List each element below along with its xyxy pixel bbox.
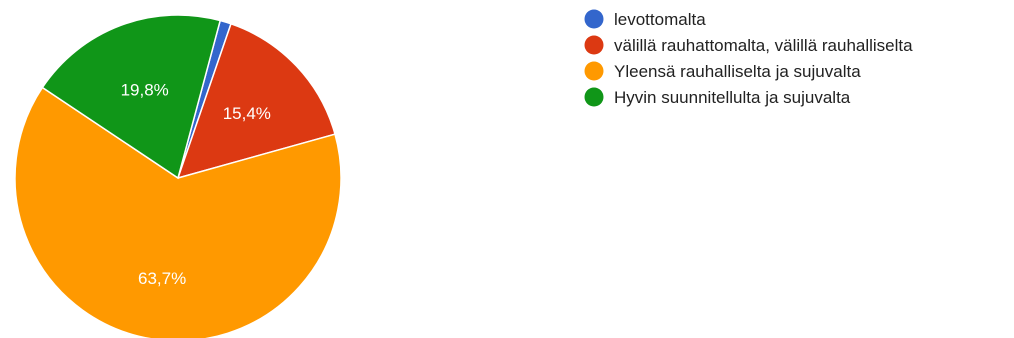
pie-slice-1 (176, 22, 336, 180)
pie-slice-label-3: 19,8% (121, 81, 169, 100)
legend-marker-3 (584, 87, 604, 107)
pie-slice-2 (14, 86, 342, 338)
pie-slice-label-1: 15,4% (223, 104, 271, 123)
legend-label-0: levottomalta (614, 10, 706, 29)
legend-marker-0 (584, 9, 604, 29)
pie-slice-3 (41, 14, 222, 180)
pie-slice-labels: 15,4% 63,7% 19,8% (121, 81, 271, 288)
legend-label-1: välillä rauhattomalta, välillä rauhallis… (614, 36, 913, 55)
pie-slices (14, 14, 342, 338)
pie-slice-label-2: 63,7% (138, 269, 186, 288)
legend-label-3: Hyvin suunnitellulta ja sujuvalta (614, 88, 851, 107)
legend-marker-2 (584, 61, 604, 81)
legend-marker-1 (584, 35, 604, 55)
legend-label-2: Yleensä rauhalliselta ja sujuvalta (614, 62, 861, 81)
legend: levottomalta välillä rauhattomalta, välil… (584, 9, 913, 107)
